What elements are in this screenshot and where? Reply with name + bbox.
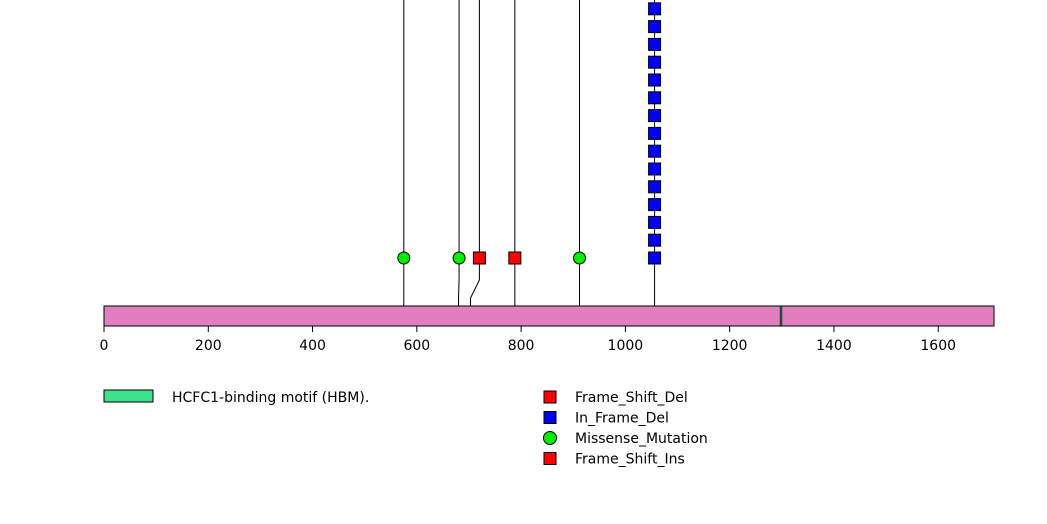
mutation-marker: [472, 251, 486, 265]
x-tick-label: 1000: [608, 338, 644, 354]
mutation-marker: [648, 198, 662, 212]
x-tick-label: 800: [508, 338, 535, 354]
x-tick-label: 1200: [712, 338, 748, 354]
mutation-type-legend-label: In_Frame_Del: [575, 411, 669, 427]
mutation-marker: [573, 251, 587, 265]
mutation-markers: [397, 2, 662, 265]
mutation-marker: [648, 109, 662, 123]
mutation-marker: [648, 2, 662, 16]
x-tick-label: 1600: [920, 338, 956, 354]
mutation-type-legend-marker: [543, 431, 557, 445]
protein-backbone: [103, 305, 995, 327]
mutation-type-legend-marker: [543, 411, 557, 424]
domain-legend-swatch: [103, 389, 154, 403]
x-axis: 0 200 400 600 800 1000 1200 1400 1600: [100, 325, 956, 354]
x-tick-label: 200: [195, 338, 222, 354]
mutation-type-legend-marker: [543, 452, 557, 465]
mutation-type-legend-label: Frame_Shift_Del: [575, 390, 688, 406]
domain-block: [779, 305, 783, 327]
mutation-marker: [452, 251, 466, 265]
x-tick-label: 1400: [816, 338, 852, 354]
mutation-marker: [508, 251, 522, 265]
mutation-marker: [648, 180, 662, 194]
mutation-type-legend-marker: [543, 390, 557, 404]
mutation-marker: [648, 126, 662, 140]
mutation-marker: [648, 144, 662, 158]
mutation-marker: [648, 91, 662, 105]
mutation-marker: [648, 73, 662, 87]
mutation-marker: [648, 20, 662, 34]
mutation-marker: [397, 251, 411, 265]
mutation-marker: [648, 55, 662, 69]
mutation-marker: [648, 233, 662, 247]
domain-legend-label: HCFC1-binding motif (HBM).: [172, 390, 369, 406]
x-tick-label: 0: [100, 338, 109, 354]
mutation-marker: [648, 215, 662, 229]
mutation-type-legend: Frame_Shift_Del In_Frame_Del Missense_Muta…: [543, 390, 708, 468]
protein-domains: [779, 305, 783, 327]
domain-legend: HCFC1-binding motif (HBM).: [103, 389, 369, 406]
mutation-stems: [403, 0, 656, 326]
mutation-marker: [648, 162, 662, 176]
mutation-type-legend-label: Missense_Mutation: [575, 431, 708, 447]
x-tick-label: 400: [299, 338, 326, 354]
mutation-marker: [648, 251, 662, 265]
mutation-marker: [648, 37, 662, 51]
x-tick-label: 600: [403, 338, 430, 354]
mutation-type-legend-label: Frame_Shift_Ins: [575, 452, 685, 468]
